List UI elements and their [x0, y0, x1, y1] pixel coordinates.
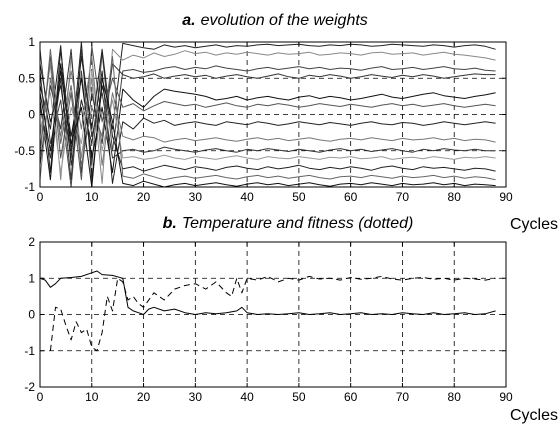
- y-tick-label: -2: [24, 380, 35, 394]
- x-tick-label: 20: [137, 390, 151, 404]
- panel-a-series-line-2: [39, 48, 496, 184]
- x-tick-label: 50: [292, 190, 306, 204]
- y-tick-label: 1: [28, 271, 35, 285]
- panel-a-series: [39, 41, 496, 188]
- panel-b-title: b. Temperature and fitness (dotted): [163, 215, 414, 232]
- y-tick-label: 2: [28, 235, 35, 249]
- x-tick-label: 0: [37, 390, 44, 404]
- panel-a-title: a. evolution of the weights: [182, 12, 368, 29]
- panel-b-ticks: 0 10 20 30 40 50 60 70 80 90 -2 -1 0 1 2: [24, 235, 513, 404]
- panel-b-xlabel: Cycles: [510, 407, 558, 424]
- x-tick-label: 50: [292, 390, 306, 404]
- panel-a-series-line-7: [39, 45, 496, 184]
- y-tick-label: -1: [24, 180, 35, 194]
- y-tick-label: 1: [28, 35, 35, 49]
- panel-a-series-line-13: [39, 70, 496, 188]
- x-tick-label: 60: [344, 390, 358, 404]
- panel-b-series-line-1: [39, 270, 496, 315]
- x-tick-label: 30: [189, 190, 203, 204]
- y-tick-label: -1: [24, 344, 35, 358]
- x-tick-label: 70: [396, 390, 410, 404]
- x-tick-label: 20: [137, 190, 151, 204]
- panel-a-series-line-9: [39, 48, 496, 181]
- panel-a-series-line-10: [39, 70, 496, 173]
- panel-a-series-line-4: [39, 48, 496, 173]
- panel-b-title-prefix: b.: [163, 215, 177, 232]
- panel-b-series-line-2: [49, 275, 496, 352]
- panel-b: b. Temperature and fitness (dotted) Cycle…: [24, 215, 558, 424]
- panel-a-xlabel: Cycles: [510, 216, 558, 233]
- panel-a-title-prefix: a.: [182, 12, 195, 29]
- y-tick-label: 0: [28, 308, 35, 322]
- y-tick-label: 0: [28, 108, 35, 122]
- x-tick-label: 90: [499, 390, 513, 404]
- x-tick-label: 80: [448, 390, 462, 404]
- x-tick-label: 40: [240, 190, 254, 204]
- x-tick-label: 10: [85, 390, 99, 404]
- x-tick-label: 80: [448, 190, 462, 204]
- panel-b-series: [39, 270, 496, 352]
- x-tick-label: 40: [240, 390, 254, 404]
- x-tick-label: 0: [37, 190, 44, 204]
- x-tick-label: 70: [396, 190, 410, 204]
- panel-b-title-text: Temperature and fitness (dotted): [182, 215, 414, 232]
- x-tick-label: 90: [499, 190, 513, 204]
- x-tick-label: 30: [189, 390, 203, 404]
- panel-a: a. evolution of the weights 0 10 20 30 40 50 60…: [14, 12, 513, 204]
- y-tick-label: 0.5: [18, 71, 35, 85]
- y-tick-label: -0.5: [14, 144, 35, 158]
- x-tick-label: 60: [344, 190, 358, 204]
- panel-a-series-line-8: [39, 56, 496, 180]
- panel-a-series-line-3: [39, 49, 496, 188]
- panel-a-gridlines: [40, 42, 506, 187]
- x-tick-label: 10: [85, 190, 99, 204]
- panel-a-series-line-12: [39, 48, 496, 181]
- panel-a-ticks: 0 10 20 30 40 50 60 70 80 90 -1 -0.5 0 0.5 1: [14, 35, 513, 204]
- panel-a-title-text: evolution of the weights: [201, 12, 368, 29]
- panel-a-series-line-11: [39, 48, 496, 172]
- panel-a-series-line-6: [39, 45, 496, 181]
